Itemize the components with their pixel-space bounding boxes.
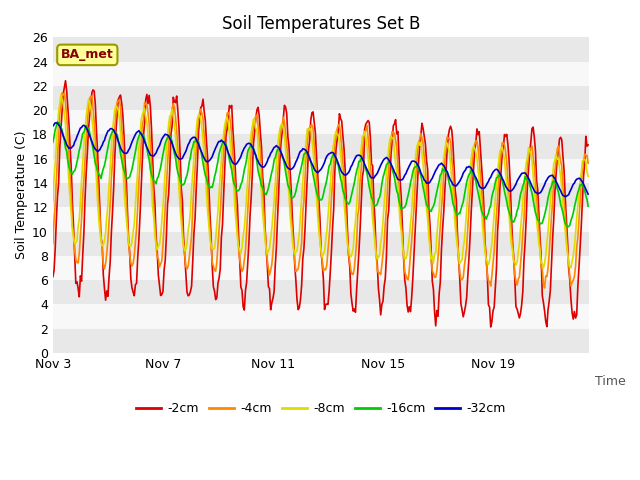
-2cm [274, 215, 282, 221]
-4cm [274, 174, 282, 180]
-32cm [561, 194, 569, 200]
-8cm [540, 265, 547, 271]
-8cm [170, 122, 178, 128]
-4cm [170, 104, 178, 109]
-32cm [51, 120, 59, 126]
-8cm [395, 204, 403, 210]
-32cm [84, 130, 92, 135]
Bar [53, 110, 589, 134]
Bar [53, 304, 589, 329]
Text: BA_met: BA_met [61, 48, 114, 61]
Text: Time: Time [595, 375, 625, 388]
-8cm [160, 188, 168, 193]
-16cm [395, 198, 403, 204]
-2cm [84, 127, 92, 132]
Bar [53, 86, 589, 110]
-4cm [49, 240, 57, 246]
Bar [53, 61, 589, 86]
-2cm [61, 78, 69, 84]
Y-axis label: Soil Temperature (C): Soil Temperature (C) [15, 131, 28, 259]
-4cm [84, 105, 92, 111]
-2cm [584, 142, 592, 148]
Line: -4cm: -4cm [53, 93, 588, 288]
-16cm [170, 151, 178, 156]
Bar [53, 329, 589, 353]
Bar [53, 231, 589, 256]
-8cm [84, 97, 92, 103]
-16cm [584, 204, 592, 209]
-4cm [105, 218, 113, 224]
Bar [53, 183, 589, 207]
-8cm [49, 198, 57, 204]
Line: -16cm: -16cm [53, 122, 588, 227]
-2cm [49, 274, 57, 279]
-8cm [57, 92, 65, 97]
Bar [53, 37, 589, 61]
-8cm [105, 181, 113, 187]
-16cm [49, 139, 57, 145]
Legend: -2cm, -4cm, -8cm, -16cm, -32cm: -2cm, -4cm, -8cm, -16cm, -32cm [131, 397, 511, 420]
Bar [53, 256, 589, 280]
-16cm [54, 119, 61, 125]
Bar [53, 159, 589, 183]
-2cm [105, 274, 113, 280]
Bar [53, 280, 589, 304]
-2cm [160, 267, 168, 273]
-32cm [395, 177, 403, 182]
Bar [53, 134, 589, 159]
Title: Soil Temperatures Set B: Soil Temperatures Set B [222, 15, 420, 33]
-32cm [160, 133, 168, 139]
-16cm [105, 139, 113, 144]
-32cm [274, 144, 282, 150]
-4cm [58, 90, 66, 96]
Bar [53, 207, 589, 231]
-32cm [170, 147, 178, 153]
-4cm [584, 160, 592, 166]
-8cm [274, 145, 282, 151]
Line: -8cm: -8cm [53, 95, 588, 268]
-16cm [564, 224, 572, 229]
Line: -2cm: -2cm [53, 81, 588, 327]
-2cm [395, 155, 403, 160]
-8cm [584, 173, 592, 179]
-2cm [170, 98, 178, 104]
-32cm [49, 123, 57, 129]
-32cm [584, 191, 592, 197]
-4cm [395, 183, 403, 189]
-32cm [105, 128, 113, 133]
-16cm [160, 146, 168, 152]
-16cm [84, 125, 92, 131]
Line: -32cm: -32cm [53, 123, 588, 197]
-2cm [487, 324, 495, 330]
-4cm [541, 285, 548, 291]
-16cm [274, 147, 282, 153]
-4cm [160, 224, 168, 230]
